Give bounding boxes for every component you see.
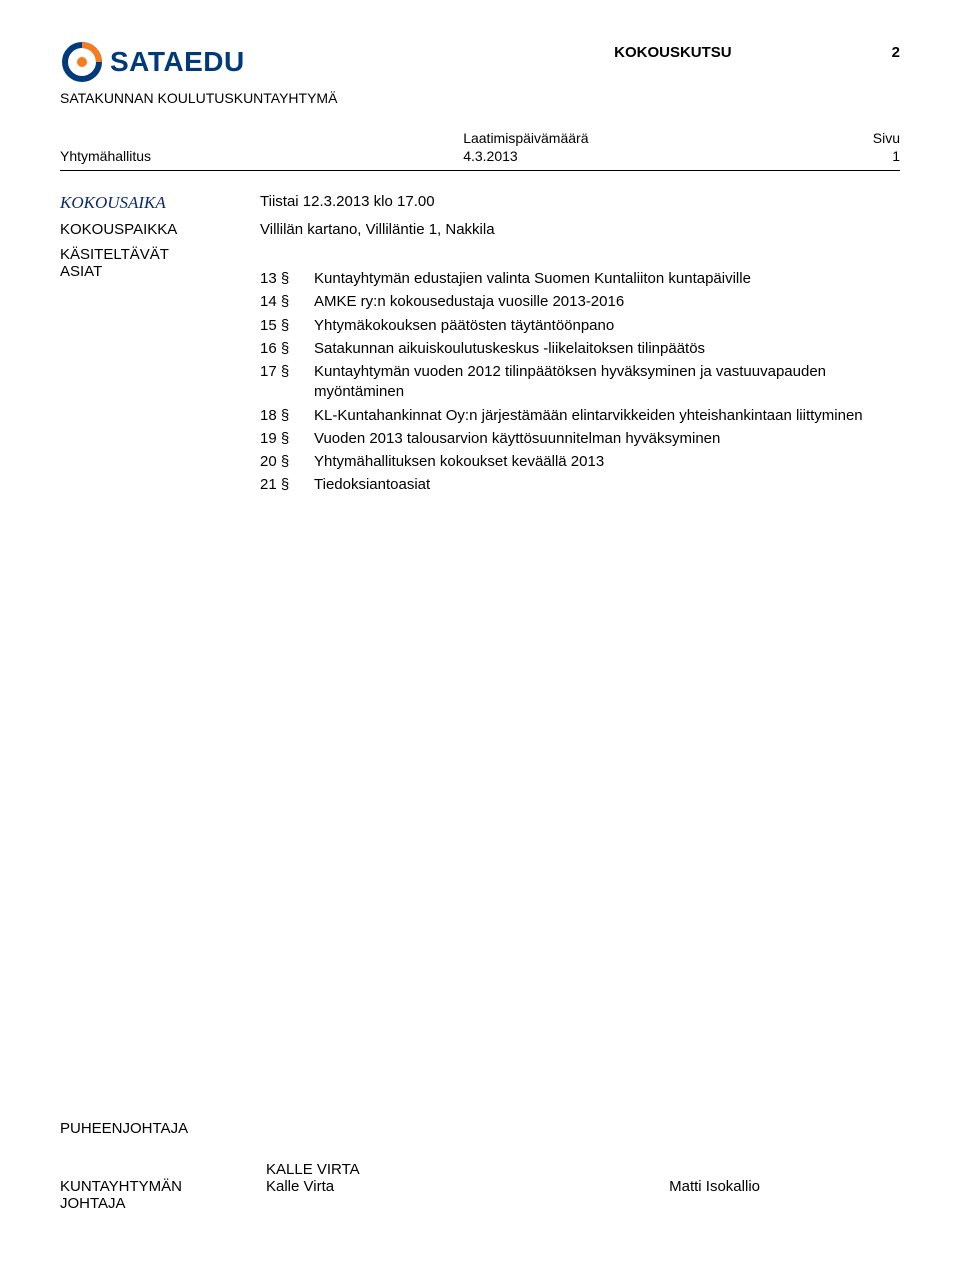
agenda-num: 19 § bbox=[260, 429, 314, 449]
agenda-num: 13 § bbox=[260, 269, 314, 289]
header-top: SATAEDU KOKOUSKUTSU 2 bbox=[60, 40, 900, 84]
place-value: Villilän kartano, Villiläntie 1, Nakkila bbox=[260, 221, 900, 238]
dateline-headings: Laatimispäivämäärä Sivu bbox=[60, 130, 900, 146]
director-name: Matti Isokallio bbox=[669, 1178, 760, 1195]
agenda-text: Kuntayhtymän edustajien valinta Suomen K… bbox=[314, 269, 900, 289]
time-value: Tiistai 12.3.2013 klo 17.00 bbox=[260, 193, 900, 213]
agenda-item: 13 §Kuntayhtymän edustajien valinta Suom… bbox=[260, 269, 900, 289]
agenda-item: 18 §KL-Kuntahankinnat Oy:n järjestämään … bbox=[260, 406, 900, 426]
agenda-text: Yhtymähallituksen kokoukset keväällä 201… bbox=[314, 452, 900, 472]
agenda-num: 15 § bbox=[260, 316, 314, 336]
body-label: Yhtymähallitus bbox=[60, 148, 463, 164]
meta-table: KOKOUSAIKA Tiistai 12.3.2013 klo 17.00 K… bbox=[60, 193, 900, 499]
footer-director-row-1: KUNTAYHTYMÄN Kalle Virta Matti Isokallio bbox=[60, 1178, 900, 1195]
agenda-item: 21 §Tiedoksiantoasiat bbox=[260, 475, 900, 495]
agenda-text: AMKE ry:n kokousedustaja vuosille 2013-2… bbox=[314, 292, 900, 312]
chair-label: PUHEENJOHTAJA bbox=[60, 1120, 266, 1137]
meta-row-items-1: KÄSITELTÄVÄT bbox=[60, 246, 900, 263]
date-heading: Laatimispäivämäärä bbox=[463, 130, 588, 146]
agenda-text: Vuoden 2013 talousarvion käyttösuunnitel… bbox=[314, 429, 900, 449]
agenda-num: 17 § bbox=[260, 362, 314, 382]
agenda-text: Tiedoksiantoasiat bbox=[314, 475, 900, 495]
director-label-2: JOHTAJA bbox=[60, 1195, 266, 1212]
footer-chair-caps-row: KALLE VIRTA bbox=[60, 1161, 900, 1178]
chair-name: Kalle Virta bbox=[266, 1178, 334, 1195]
agenda-text: KL-Kuntahankinnat Oy:n järjestämään elin… bbox=[314, 406, 900, 426]
director-label-1: KUNTAYHTYMÄN bbox=[60, 1178, 266, 1195]
meta-row-time: KOKOUSAIKA Tiistai 12.3.2013 klo 17.00 bbox=[60, 193, 900, 213]
agenda-item: 20 §Yhtymähallituksen kokoukset keväällä… bbox=[260, 452, 900, 472]
place-label: KOKOUSPAIKKA bbox=[60, 221, 260, 238]
agenda-text: Yhtymäkokouksen päätösten täytäntöönpano bbox=[314, 316, 900, 336]
agenda-num: 21 § bbox=[260, 475, 314, 495]
footer-chair-row: PUHEENJOHTAJA bbox=[60, 1120, 900, 1137]
doc-title: KOKOUSKUTSU bbox=[614, 44, 732, 61]
meta-row-place: KOKOUSPAIKKA Villilän kartano, Villilänt… bbox=[60, 221, 900, 238]
agenda-num: 14 § bbox=[260, 292, 314, 312]
footer: PUHEENJOHTAJA KALLE VIRTA KUNTAYHTYMÄN K… bbox=[60, 1120, 900, 1218]
agenda-num: 20 § bbox=[260, 452, 314, 472]
logo: SATAEDU bbox=[60, 40, 245, 84]
date-value: 4.3.2013 bbox=[463, 148, 518, 164]
logo-text: SATAEDU bbox=[110, 46, 245, 78]
page-root: SATAEDU KOKOUSKUTSU 2 SATAKUNNAN KOULUTU… bbox=[0, 0, 960, 547]
agenda-item: 16 §Satakunnan aikuiskoulutuskeskus -lii… bbox=[260, 339, 900, 359]
items-label-2: ASIAT bbox=[60, 263, 260, 280]
agenda-num: 16 § bbox=[260, 339, 314, 359]
agenda-text: Kuntayhtymän vuoden 2012 tilinpäätöksen … bbox=[314, 362, 900, 403]
items-label-1: KÄSITELTÄVÄT bbox=[60, 246, 260, 263]
agenda-num: 18 § bbox=[260, 406, 314, 426]
agenda-item: 19 §Vuoden 2013 talousarvion käyttösuunn… bbox=[260, 429, 900, 449]
doc-number: 2 bbox=[892, 44, 900, 61]
org-name: SATAKUNNAN KOULUTUSKUNTAYHTYMÄ bbox=[60, 90, 900, 106]
page-heading: Sivu bbox=[873, 130, 900, 146]
chair-caps: KALLE VIRTA bbox=[266, 1161, 360, 1178]
agenda-item: 15 §Yhtymäkokouksen päätösten täytäntöön… bbox=[260, 316, 900, 336]
meta-row-items-2: ASIAT 13 §Kuntayhtymän edustajien valint… bbox=[60, 263, 900, 499]
logo-icon bbox=[60, 40, 104, 84]
agenda-item: 14 §AMKE ry:n kokousedustaja vuosille 20… bbox=[260, 292, 900, 312]
agenda-text: Satakunnan aikuiskoulutuskeskus -liikela… bbox=[314, 339, 900, 359]
agenda-item: 17 §Kuntayhtymän vuoden 2012 tilinpäätök… bbox=[260, 362, 900, 403]
dateline-values: Yhtymähallitus 4.3.2013 1 bbox=[60, 148, 900, 164]
footer-director-row-2: JOHTAJA bbox=[60, 1195, 900, 1212]
agenda-list: 13 §Kuntayhtymän edustajien valinta Suom… bbox=[260, 269, 900, 499]
page-value: 1 bbox=[892, 148, 900, 164]
doc-title-block: KOKOUSKUTSU 2 bbox=[614, 40, 900, 61]
time-label: KOKOUSAIKA bbox=[60, 193, 260, 213]
divider bbox=[60, 170, 900, 171]
